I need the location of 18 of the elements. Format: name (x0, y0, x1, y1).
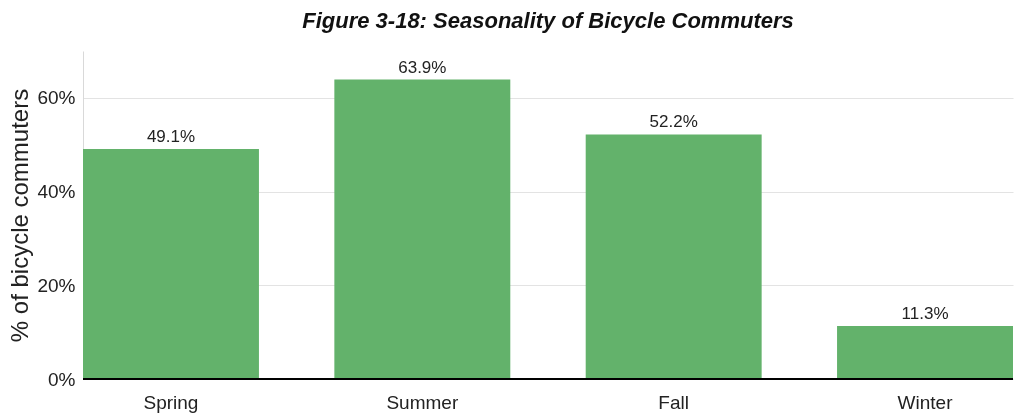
bar (334, 79, 511, 379)
data-label: 49.1% (146, 126, 196, 146)
data-label: 11.3% (901, 304, 949, 324)
y-tick-label: 20% (37, 274, 76, 296)
y-tick-label: 60% (37, 87, 76, 109)
x-tick-label: Spring (143, 391, 199, 413)
x-tick-label: Fall (658, 391, 689, 413)
y-axis-title: % of bicycle commuters (6, 88, 34, 343)
y-tick-label: 0% (48, 368, 76, 390)
y-tick-label: 40% (37, 181, 76, 203)
chart-title: Figure 3-18: Seasonality of Bicycle Commuters (302, 8, 794, 33)
bar (83, 148, 259, 379)
data-label: 52.2% (649, 112, 698, 132)
bar (837, 326, 1013, 379)
x-tick-label: Winter (897, 391, 954, 413)
x-tick-label: Summer (386, 391, 459, 413)
bar (585, 134, 762, 379)
data-label: 63.9% (398, 57, 447, 77)
